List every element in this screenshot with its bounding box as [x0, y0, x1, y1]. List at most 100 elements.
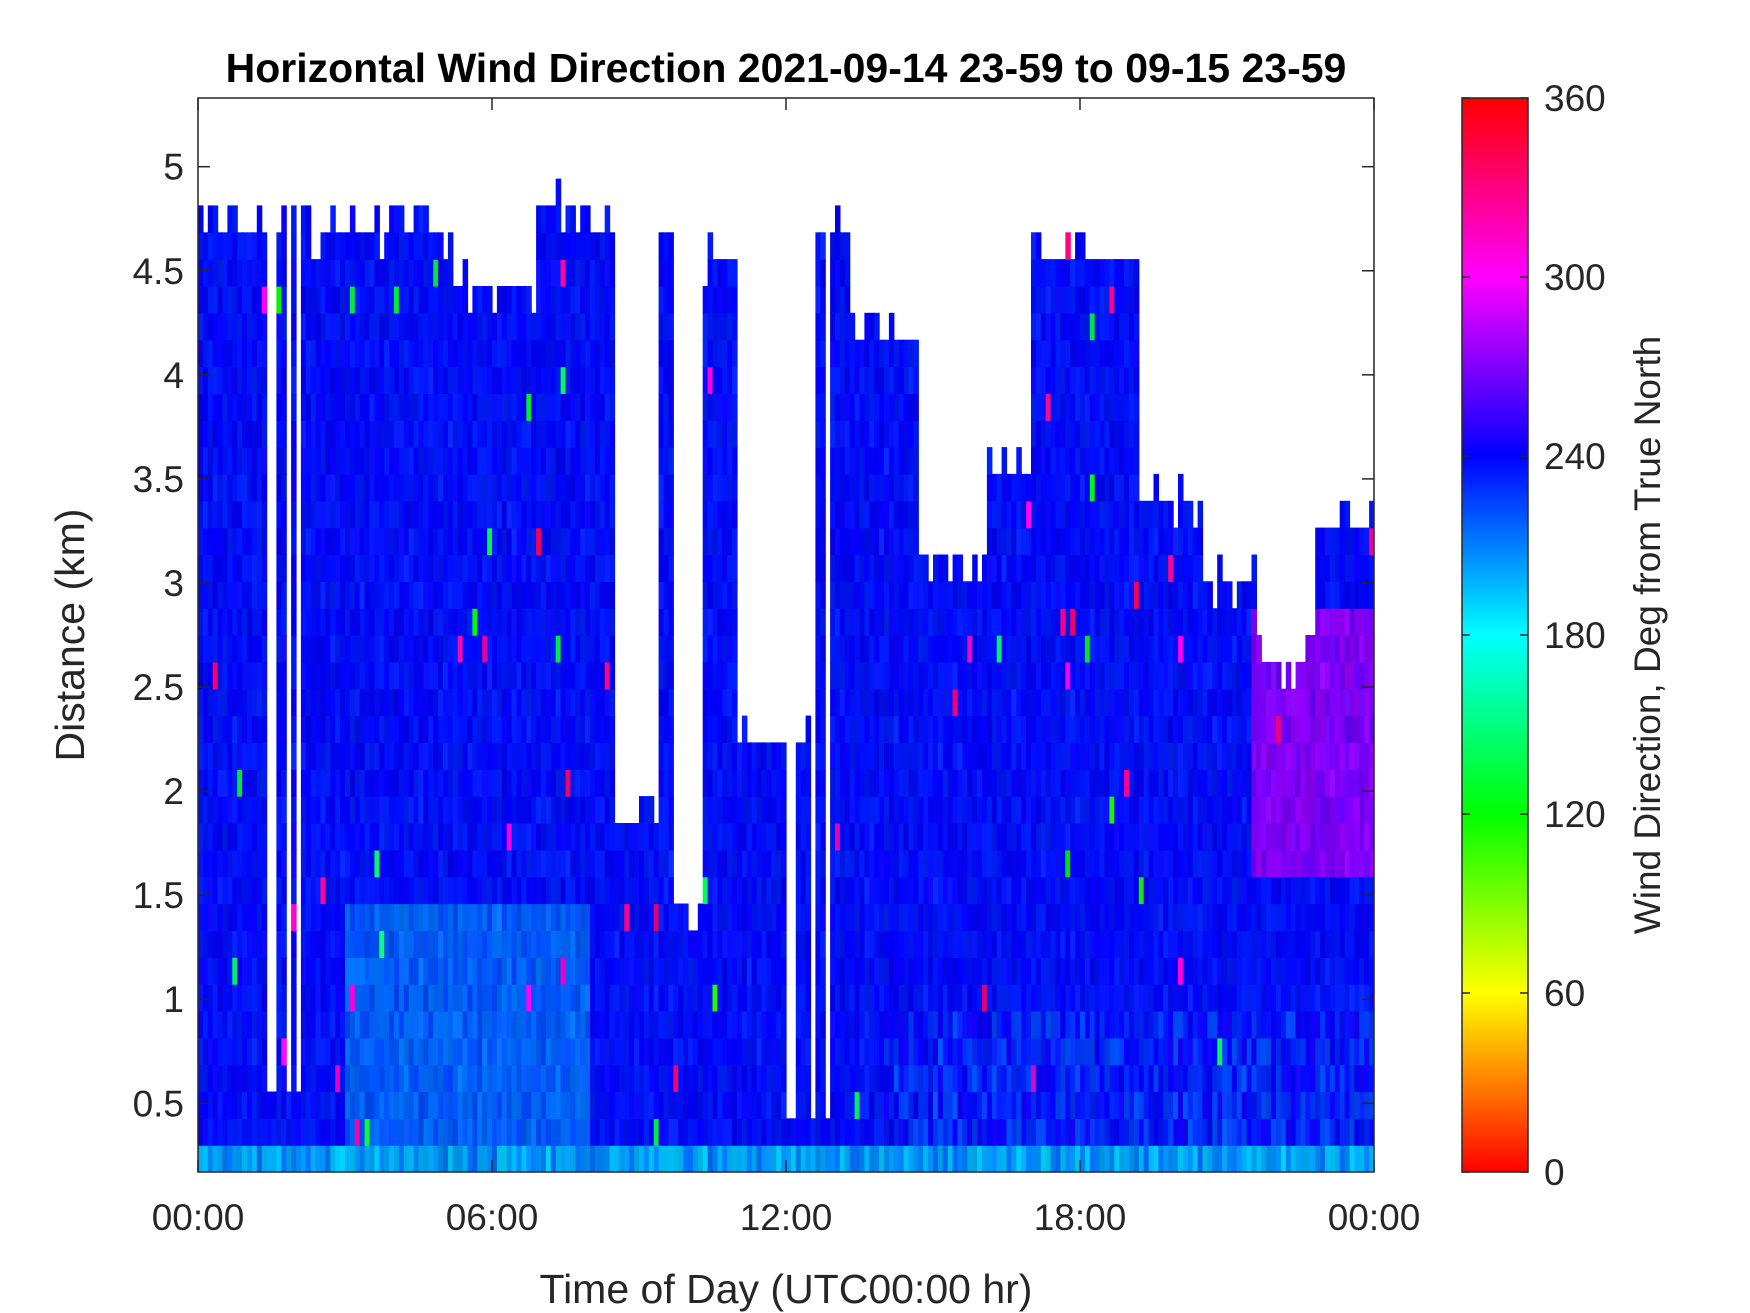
- heatmap-cell: [820, 1145, 826, 1172]
- heatmap-cell: [820, 1091, 826, 1119]
- heatmap-cell: [237, 661, 243, 690]
- heatmap-cell: [207, 312, 214, 341]
- heatmap-cell: [977, 903, 983, 931]
- heatmap-cell: [594, 876, 601, 905]
- heatmap-cell: [771, 823, 777, 851]
- heatmap-cell: [962, 796, 968, 824]
- heatmap-cell: [957, 957, 963, 985]
- heatmap-cell: [599, 715, 606, 744]
- heatmap-cell: [991, 796, 998, 824]
- heatmap-cell: [256, 661, 263, 690]
- heatmap-cell: [340, 366, 346, 394]
- heatmap-cell: [893, 527, 900, 556]
- heatmap-cell: [575, 903, 581, 931]
- heatmap-cell: [462, 527, 469, 556]
- heatmap-cell: [345, 984, 351, 1012]
- heatmap-cell: [541, 366, 547, 394]
- heatmap-cell: [217, 581, 224, 609]
- heatmap-cell: [364, 635, 371, 663]
- heatmap-cell: [232, 1145, 238, 1172]
- heatmap-cell: [408, 554, 415, 582]
- heatmap-cell: [1026, 1118, 1032, 1146]
- heatmap-cell: [536, 688, 542, 717]
- heatmap-cell: [825, 1145, 831, 1172]
- heatmap-cell: [389, 903, 395, 931]
- heatmap-cell: [898, 1118, 905, 1146]
- heatmap-cell: [526, 420, 532, 448]
- heatmap-cell: [746, 1064, 753, 1093]
- heatmap-cell: [232, 796, 238, 824]
- heatmap-cell: [345, 608, 351, 636]
- heatmap-cell: [668, 232, 674, 260]
- heatmap-cell: [408, 608, 415, 636]
- heatmap-cell: [359, 312, 366, 341]
- heatmap-cell: [830, 876, 836, 905]
- heatmap-cell: [874, 688, 880, 717]
- heatmap-cell: [908, 1064, 914, 1093]
- heatmap-cell: [354, 232, 361, 260]
- heatmap-cell: [869, 876, 875, 905]
- heatmap-cell: [413, 581, 420, 609]
- heatmap-cell: [198, 876, 204, 905]
- heatmap-cell: [869, 661, 875, 690]
- heatmap-cell: [795, 1064, 802, 1093]
- heatmap-cell: [433, 715, 439, 744]
- heatmap-cell: [1026, 823, 1032, 851]
- heatmap-cell: [330, 1118, 336, 1146]
- heatmap-cell: [908, 393, 914, 421]
- heatmap-cell: [369, 876, 375, 905]
- heatmap-cell: [844, 715, 851, 744]
- heatmap-cell: [962, 876, 968, 905]
- heatmap-cell: [389, 500, 395, 529]
- heatmap-cell: [354, 1010, 361, 1039]
- heatmap-cell: [580, 742, 586, 770]
- heatmap-cell: [663, 984, 669, 1012]
- heatmap-cell: [291, 608, 297, 636]
- heatmap-cell: [830, 259, 836, 287]
- heatmap-cell: [408, 581, 415, 609]
- heatmap-cell: [947, 581, 954, 609]
- heatmap-cell: [952, 1010, 959, 1039]
- heatmap-cell: [1011, 742, 1017, 770]
- heatmap-cell: [908, 635, 914, 663]
- heatmap-cell: [830, 1118, 836, 1146]
- heatmap-cell: [506, 1037, 513, 1066]
- heatmap-cell: [1035, 581, 1042, 609]
- heatmap-cell: [766, 984, 772, 1012]
- heatmap-cell: [531, 1064, 537, 1093]
- heatmap-cell: [300, 876, 307, 905]
- heatmap-cell: [639, 984, 645, 1012]
- heatmap-cell: [398, 796, 405, 824]
- heatmap-cell: [599, 1145, 606, 1172]
- heatmap-cell: [839, 312, 846, 341]
- heatmap-cell: [232, 259, 238, 287]
- heatmap-cell: [261, 823, 268, 851]
- heatmap-cell: [389, 688, 395, 717]
- heatmap-cell: [746, 1010, 753, 1039]
- heatmap-cell: [462, 661, 469, 690]
- heatmap-cell: [345, 366, 351, 394]
- heatmap-cell: [913, 769, 919, 797]
- heatmap-cell: [217, 447, 224, 475]
- heatmap-cell: [864, 1118, 870, 1146]
- heatmap-cell: [869, 393, 875, 421]
- heatmap-cell: [962, 957, 968, 985]
- heatmap-cell: [844, 232, 851, 260]
- heatmap-cell: [541, 554, 547, 582]
- heatmap-cell: [330, 339, 336, 368]
- heatmap-cell: [496, 849, 503, 878]
- heatmap-cell: [986, 635, 993, 663]
- heatmap-cell: [604, 1145, 611, 1172]
- heatmap-cell: [364, 957, 371, 985]
- heatmap-cell: [957, 796, 963, 824]
- heatmap-cell: [599, 635, 606, 663]
- heatmap-cell: [722, 420, 728, 448]
- heatmap-cell: [712, 849, 718, 878]
- heatmap-cell: [1045, 259, 1052, 287]
- heatmap-cell: [869, 420, 875, 448]
- heatmap-cell: [570, 259, 576, 287]
- heatmap-cell: [830, 608, 836, 636]
- heatmap-cell: [482, 1091, 488, 1119]
- heatmap-cell: [977, 688, 983, 717]
- heatmap-cell: [413, 1037, 420, 1066]
